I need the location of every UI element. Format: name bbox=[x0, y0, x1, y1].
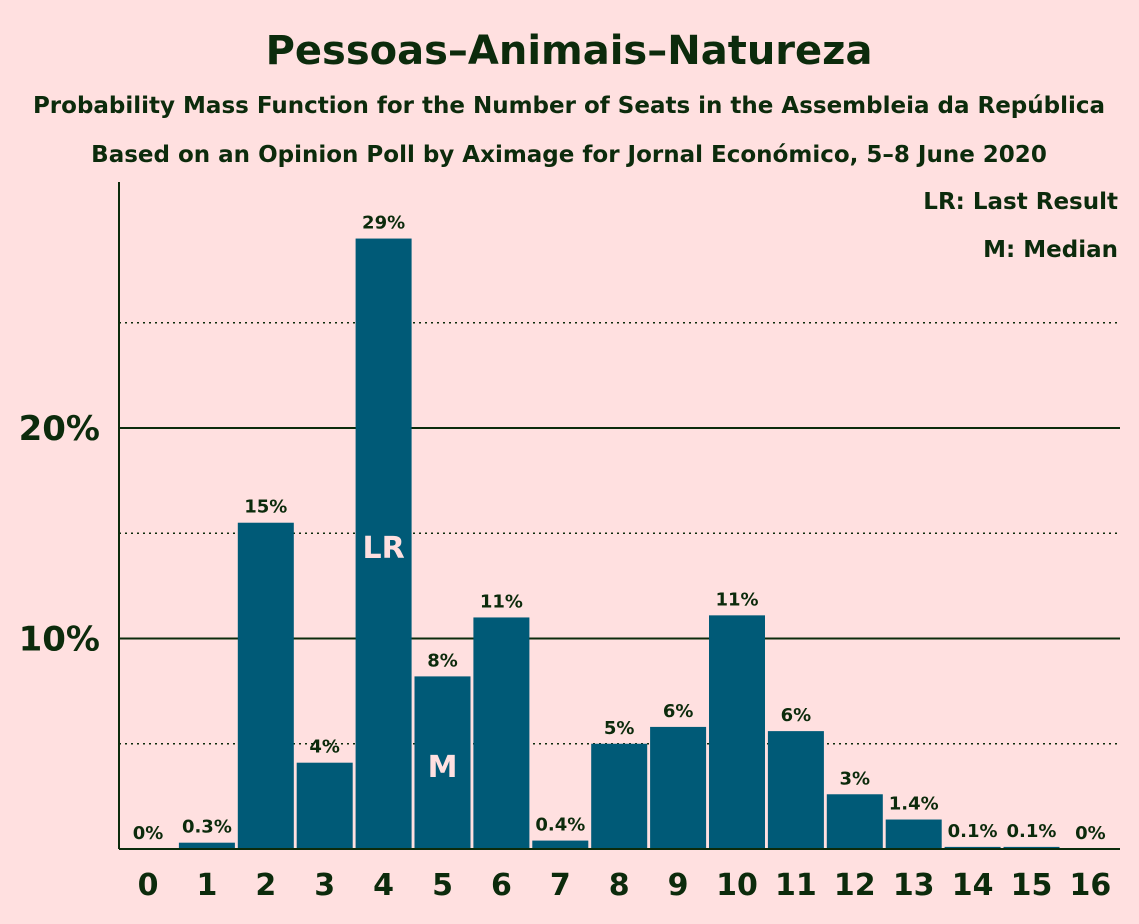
data-label: 11% bbox=[715, 589, 758, 610]
x-tick-label: 16 bbox=[1070, 868, 1112, 903]
x-tick-label: 2 bbox=[255, 868, 276, 903]
bar-15 bbox=[1003, 846, 1060, 849]
x-tick-label: 1 bbox=[196, 868, 217, 903]
data-label: 1.4% bbox=[889, 794, 939, 815]
y-tick-labels: 10% 20% bbox=[19, 409, 100, 660]
bar-3 bbox=[296, 762, 353, 849]
data-label: 15% bbox=[244, 497, 287, 518]
data-label: 8% bbox=[427, 650, 458, 671]
x-tick-label: 6 bbox=[491, 868, 512, 903]
bar-10 bbox=[709, 615, 765, 849]
data-label: 11% bbox=[480, 591, 523, 612]
data-labels-group: 0% 0.3% 15% 4% 29% 8% 11% 0.4% 5% 6% 11% 6% 3% 1.4% 0.… bbox=[133, 213, 1106, 844]
x-tick-label: 15 bbox=[1011, 868, 1053, 903]
data-label: 0.4% bbox=[535, 815, 585, 836]
x-tick-label: 3 bbox=[314, 868, 335, 903]
x-tick-labels: 0 1 2 3 4 5 6 7 8 9 10 11 12 13 14 15 16 bbox=[138, 868, 1112, 903]
x-tick-label: 9 bbox=[668, 868, 689, 903]
chart-subtitle-2: Based on an Opinion Poll by Aximage for … bbox=[91, 142, 1047, 168]
data-label: 0.3% bbox=[182, 817, 232, 838]
data-label: 3% bbox=[840, 768, 871, 789]
x-tick-label: 5 bbox=[432, 868, 453, 903]
bar-5 bbox=[414, 676, 471, 849]
bar-6 bbox=[473, 617, 530, 849]
bar-9 bbox=[650, 726, 707, 849]
x-tick-label: 13 bbox=[893, 868, 935, 903]
y-tick-label: 20% bbox=[19, 409, 100, 449]
x-tick-label: 4 bbox=[373, 868, 394, 903]
bar-7 bbox=[532, 840, 589, 849]
data-label: 5% bbox=[604, 718, 635, 739]
bar-1 bbox=[178, 842, 235, 849]
chart-title: Pessoas–Animais–Natureza bbox=[266, 28, 873, 74]
data-label: 4% bbox=[309, 737, 340, 758]
data-label: 0.1% bbox=[948, 821, 998, 842]
last-result-marker: LR bbox=[362, 531, 404, 566]
bar-14 bbox=[944, 846, 1001, 849]
data-label: 29% bbox=[362, 213, 405, 234]
data-label: 0% bbox=[133, 823, 164, 844]
median-marker: M bbox=[428, 750, 458, 785]
bar-11 bbox=[767, 731, 824, 849]
legend-median: M: Median bbox=[983, 237, 1118, 263]
y-tick-label: 10% bbox=[19, 620, 100, 660]
data-label: 6% bbox=[663, 701, 694, 722]
x-tick-label: 0 bbox=[138, 868, 159, 903]
x-tick-label: 8 bbox=[609, 868, 630, 903]
x-tick-label: 12 bbox=[834, 868, 876, 903]
bar-4 bbox=[355, 238, 412, 850]
x-tick-label: 10 bbox=[716, 868, 758, 903]
x-tick-label: 14 bbox=[952, 868, 994, 903]
x-tick-label: 11 bbox=[775, 868, 817, 903]
data-label: 0.1% bbox=[1007, 821, 1057, 842]
bar-12 bbox=[826, 794, 883, 849]
chart-subtitle-1: Probability Mass Function for the Number… bbox=[33, 93, 1105, 119]
data-label: 0% bbox=[1075, 823, 1106, 844]
legend-last-result: LR: Last Result bbox=[923, 189, 1118, 215]
bars-group bbox=[178, 238, 1060, 850]
bar-8 bbox=[591, 743, 648, 849]
bar-13 bbox=[885, 819, 942, 849]
bar-2 bbox=[237, 522, 294, 849]
data-label: 6% bbox=[781, 705, 812, 726]
x-tick-label: 7 bbox=[550, 868, 571, 903]
